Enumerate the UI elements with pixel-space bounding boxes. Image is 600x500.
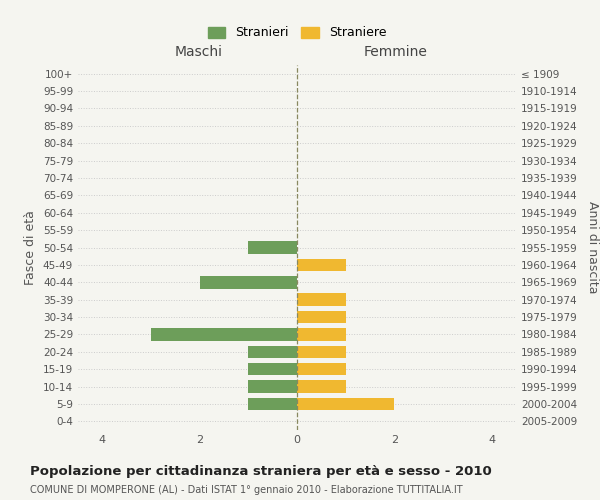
Bar xyxy=(297,258,346,271)
Bar xyxy=(248,241,297,254)
Bar xyxy=(297,380,346,393)
Text: Femmine: Femmine xyxy=(364,45,427,59)
Bar xyxy=(248,380,297,393)
Text: Popolazione per cittadinanza straniera per età e sesso - 2010: Popolazione per cittadinanza straniera p… xyxy=(30,464,492,477)
Bar xyxy=(297,346,346,358)
Bar xyxy=(248,346,297,358)
Bar xyxy=(248,398,297,410)
Legend: Stranieri, Straniere: Stranieri, Straniere xyxy=(202,20,392,46)
Bar xyxy=(200,276,297,288)
Bar xyxy=(151,328,297,340)
Y-axis label: Fasce di età: Fasce di età xyxy=(25,210,37,285)
Y-axis label: Anni di nascita: Anni di nascita xyxy=(586,201,599,294)
Bar xyxy=(297,363,346,376)
Text: COMUNE DI MOMPERONE (AL) - Dati ISTAT 1° gennaio 2010 - Elaborazione TUTTITALIA.: COMUNE DI MOMPERONE (AL) - Dati ISTAT 1°… xyxy=(30,485,463,495)
Bar xyxy=(297,294,346,306)
Bar xyxy=(297,398,394,410)
Text: Maschi: Maschi xyxy=(175,45,223,59)
Bar xyxy=(297,328,346,340)
Bar xyxy=(248,363,297,376)
Bar xyxy=(297,311,346,324)
